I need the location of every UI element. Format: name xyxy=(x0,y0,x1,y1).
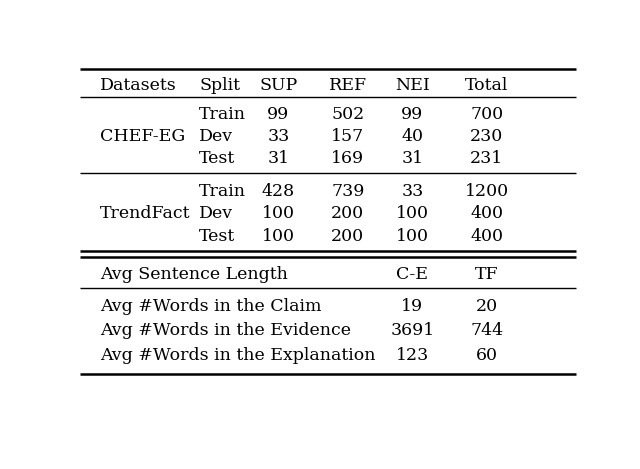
Text: 739: 739 xyxy=(331,183,365,200)
Text: 200: 200 xyxy=(332,205,364,222)
Text: 123: 123 xyxy=(396,347,429,364)
Text: Test: Test xyxy=(199,227,236,245)
Text: Avg #Words in the Explanation: Avg #Words in the Explanation xyxy=(100,347,375,364)
Text: 100: 100 xyxy=(262,205,295,222)
Text: Avg Sentence Length: Avg Sentence Length xyxy=(100,266,288,283)
Text: C-E: C-E xyxy=(396,266,428,283)
Text: 33: 33 xyxy=(268,128,289,145)
Text: Total: Total xyxy=(465,76,508,94)
Text: 230: 230 xyxy=(470,128,503,145)
Text: 502: 502 xyxy=(332,106,364,122)
Text: Test: Test xyxy=(199,151,236,167)
Text: 31: 31 xyxy=(268,151,289,167)
Text: 231: 231 xyxy=(470,151,503,167)
Text: 40: 40 xyxy=(401,128,423,145)
Text: 744: 744 xyxy=(470,322,503,339)
Text: 31: 31 xyxy=(401,151,424,167)
Text: 169: 169 xyxy=(332,151,364,167)
Text: Dev: Dev xyxy=(199,128,233,145)
Text: Avg #Words in the Evidence: Avg #Words in the Evidence xyxy=(100,322,351,339)
Text: 200: 200 xyxy=(332,227,364,245)
Text: 700: 700 xyxy=(470,106,503,122)
Text: 100: 100 xyxy=(396,205,429,222)
Text: 428: 428 xyxy=(262,183,295,200)
Text: Avg #Words in the Claim: Avg #Words in the Claim xyxy=(100,298,321,315)
Text: TF: TF xyxy=(475,266,499,283)
Text: Dev: Dev xyxy=(199,205,233,222)
Text: 100: 100 xyxy=(396,227,429,245)
Text: Train: Train xyxy=(199,183,246,200)
Text: 20: 20 xyxy=(476,298,498,315)
Text: 99: 99 xyxy=(268,106,289,122)
Text: CHEF-EG: CHEF-EG xyxy=(100,128,185,145)
Text: 60: 60 xyxy=(476,347,498,364)
Text: REF: REF xyxy=(329,76,367,94)
Text: 99: 99 xyxy=(401,106,424,122)
Text: 400: 400 xyxy=(470,205,503,222)
Text: NEI: NEI xyxy=(395,76,429,94)
Text: TrendFact: TrendFact xyxy=(100,205,190,222)
Text: 400: 400 xyxy=(470,227,503,245)
Text: 157: 157 xyxy=(332,128,364,145)
Text: Datasets: Datasets xyxy=(100,76,177,94)
Text: SUP: SUP xyxy=(259,76,298,94)
Text: 3691: 3691 xyxy=(390,322,435,339)
Text: 19: 19 xyxy=(401,298,424,315)
Text: Split: Split xyxy=(199,76,240,94)
Text: Train: Train xyxy=(199,106,246,122)
Text: 33: 33 xyxy=(401,183,424,200)
Text: 100: 100 xyxy=(262,227,295,245)
Text: 1200: 1200 xyxy=(465,183,509,200)
